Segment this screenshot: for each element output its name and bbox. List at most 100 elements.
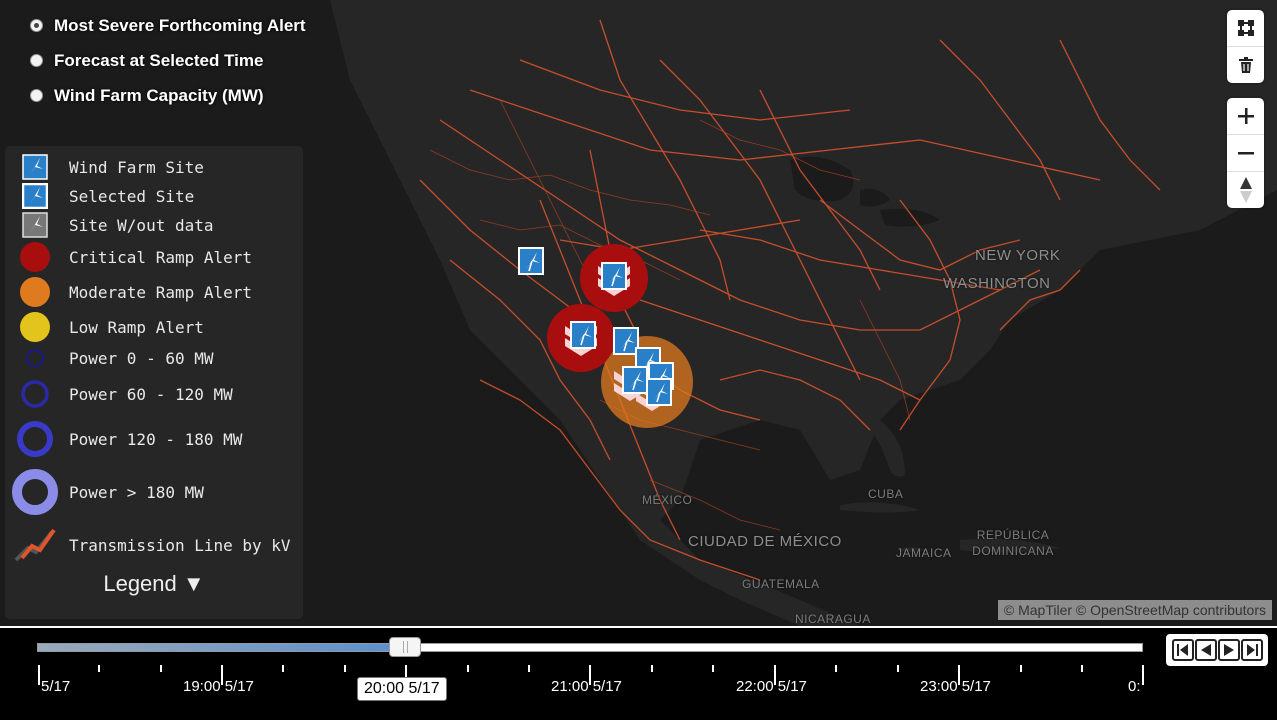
delete-button[interactable] <box>1227 46 1264 83</box>
view-mode-capacity[interactable]: Wind Farm Capacity (MW) <box>30 78 306 113</box>
minor-tick <box>897 665 899 672</box>
view-mode-label: Forecast at Selected Time <box>54 50 264 70</box>
draw-polygon-button[interactable] <box>1227 10 1264 46</box>
north-america-land <box>330 0 1277 626</box>
major-tick <box>1142 665 1144 685</box>
major-tick <box>958 665 960 685</box>
skip-start-icon <box>1176 644 1188 656</box>
minor-tick <box>467 665 469 672</box>
wind-farm-site[interactable] <box>646 378 672 406</box>
playback-controls <box>1166 634 1268 666</box>
time-slider-panel: 5/17 19:00 5/17 21:00 5/17 22:00 5/17 23… <box>0 626 1277 720</box>
legend-item: Selected Site <box>5 183 194 209</box>
legend-panel: Wind Farm Site Selected Site Site W/out … <box>5 146 303 619</box>
wind-farm-site[interactable] <box>570 321 596 349</box>
power-ring-medium <box>21 380 49 408</box>
step-back-icon <box>1200 644 1211 656</box>
skip-end-icon <box>1246 644 1258 656</box>
label-ciudad-de-mexico: CIUDAD DE MÉXICO <box>688 533 842 550</box>
legend-label: Power 0 - 60 MW <box>69 348 214 368</box>
legend-item: Power 120 - 180 MW <box>5 419 242 459</box>
minor-tick <box>712 665 714 672</box>
step-back-button[interactable] <box>1194 639 1217 661</box>
wind-farm-site[interactable] <box>622 366 648 394</box>
major-tick <box>405 665 407 685</box>
reset-bearing-button[interactable] <box>1227 171 1264 208</box>
map-attribution[interactable]: © MapTiler © OpenStreetMap contributors <box>997 600 1272 620</box>
wind-farm-site[interactable] <box>518 247 544 275</box>
view-mode-label: Wind Farm Capacity (MW) <box>54 85 264 105</box>
minor-tick <box>1081 665 1083 672</box>
draw-control-group <box>1227 10 1264 83</box>
legend-label: Transmission Line by kV <box>69 535 291 555</box>
legend-label: Site W/out data <box>69 215 214 235</box>
zoom-in-icon <box>1237 108 1254 124</box>
legend-item: Power 60 - 120 MW <box>5 378 233 410</box>
tick-label: 0: <box>1128 678 1141 695</box>
moderate-alert-swatch <box>20 277 50 307</box>
major-tick <box>38 665 40 685</box>
view-mode-forecast[interactable]: Forecast at Selected Time <box>30 43 306 78</box>
minor-tick <box>835 665 837 672</box>
tick-label: 5/17 <box>41 678 71 695</box>
wind-farm-site[interactable] <box>601 262 627 290</box>
legend-label: Power > 180 MW <box>69 482 204 502</box>
wind-farm-site[interactable] <box>613 327 639 355</box>
major-tick <box>589 665 591 685</box>
legend-label: Low Ramp Alert <box>69 317 204 337</box>
label-new-york: NEW YORK <box>975 247 1061 264</box>
label-cuba: CUBA <box>868 487 904 501</box>
zoom-out-icon <box>1237 152 1254 155</box>
major-tick <box>774 665 776 685</box>
radio-button[interactable] <box>30 54 43 67</box>
legend-item: Site W/out data <box>5 212 214 238</box>
step-forward-icon <box>1223 644 1234 656</box>
power-ring-large <box>17 421 53 457</box>
legend-item: Transmission Line by kV <box>5 528 291 562</box>
divider <box>0 626 1277 628</box>
view-mode-selector: Most Severe Forthcoming Alert Forecast a… <box>30 8 306 113</box>
radio-button[interactable] <box>30 89 43 102</box>
legend-item: Power > 180 MW <box>5 467 204 517</box>
selected-site-icon <box>22 183 48 209</box>
tick-label: 22:00 5/17 <box>736 678 807 695</box>
minor-tick <box>651 665 653 672</box>
label-guatemala: GUATEMALA <box>742 577 820 591</box>
transmission-line-icon <box>14 528 56 562</box>
legend-label: Critical Ramp Alert <box>69 247 253 267</box>
zoom-out-button[interactable] <box>1227 134 1264 171</box>
tick-label: 23:00 5/17 <box>920 678 991 695</box>
minor-tick <box>344 665 346 672</box>
florida <box>870 420 905 477</box>
skip-end-button[interactable] <box>1240 639 1263 661</box>
legend-item: Wind Farm Site <box>5 154 204 180</box>
legend-label: Moderate Ramp Alert <box>69 282 253 302</box>
view-mode-most-severe[interactable]: Most Severe Forthcoming Alert <box>30 8 306 43</box>
draw-polygon-icon <box>1237 20 1254 36</box>
time-slider-track[interactable] <box>37 643 1143 652</box>
current-time-tooltip: 20:00 5/17 <box>357 677 447 701</box>
label-nicaragua: NICARAGUA <box>795 612 871 626</box>
legend-item: Low Ramp Alert <box>5 311 204 343</box>
navigation-control-group <box>1227 98 1264 208</box>
legend-toggle-button[interactable]: Legend ▼ <box>103 571 205 596</box>
caribbean-islands <box>840 502 1060 553</box>
minor-tick <box>528 665 530 672</box>
label-republica-dominicana: REPÚBLICA DOMINICANA <box>972 528 1054 558</box>
zoom-in-button[interactable] <box>1227 98 1264 134</box>
time-slider-handle[interactable] <box>389 637 421 657</box>
time-slider-progress <box>38 644 403 651</box>
tick-label: 19:00 5/17 <box>183 678 254 695</box>
legend-label: Power 120 - 180 MW <box>69 429 243 449</box>
transmission-lines <box>419 19 1161 581</box>
label-jamaica: JAMAICA <box>896 546 952 560</box>
step-forward-button[interactable] <box>1217 639 1240 661</box>
map-view[interactable]: NEW YORK WASHINGTON MÉXICO CIUDAD DE MÉX… <box>0 0 1277 626</box>
legend-label: Power 60 - 120 MW <box>69 384 233 404</box>
basemap <box>330 0 1277 626</box>
skip-start-button[interactable] <box>1171 639 1194 661</box>
radio-button[interactable] <box>30 19 43 32</box>
major-tick <box>221 665 223 685</box>
minor-tick <box>98 665 100 672</box>
wind-farm-icon <box>22 154 48 180</box>
